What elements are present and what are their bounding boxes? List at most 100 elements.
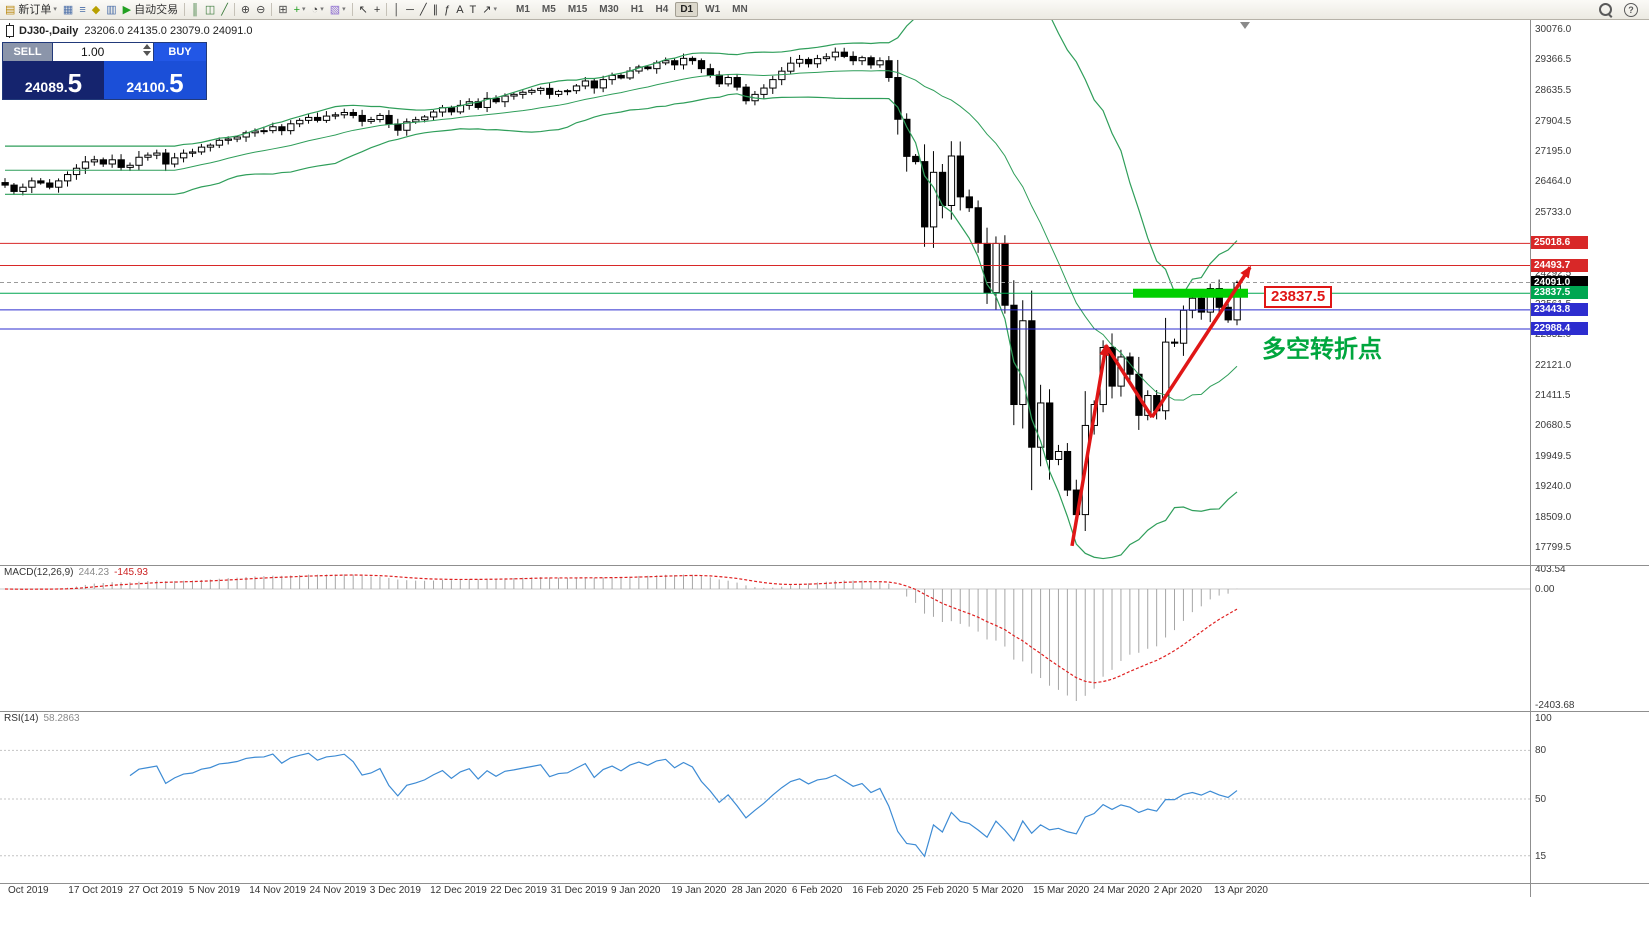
arrows-tool-button[interactable]: ↗ ▾ xyxy=(479,2,500,18)
price-scale-label: 30076.0 xyxy=(1535,24,1572,35)
timeframe-m5[interactable]: M5 xyxy=(541,4,556,15)
crosshair-button[interactable]: + xyxy=(371,2,383,18)
timeframe-h1[interactable]: H1 xyxy=(630,4,644,15)
sell-button[interactable]: SELL xyxy=(3,43,53,61)
zoom-out-button[interactable]: ⊖ xyxy=(253,2,268,18)
fibonacci-tool-button[interactable]: ƒ xyxy=(441,2,453,18)
buy-price-main: 24100. xyxy=(126,79,170,95)
timeframe-w1[interactable]: W1 xyxy=(705,4,721,15)
search-icon xyxy=(1599,3,1612,16)
time-axis-label: 5 Mar 2020 xyxy=(972,885,1024,896)
time-axis-label: 14 Nov 2019 xyxy=(249,885,306,896)
trend-arrow[interactable] xyxy=(1070,343,1110,547)
buy-price-pip: 5 xyxy=(169,68,184,98)
line-chart-button[interactable]: ╱ xyxy=(218,2,231,18)
toolbar-buttons: ▤ 新订单 ▾ ▦ ≡ ◆ ▥ ▶ 自动交易 ║ ◫ ╱ ⊕ ⊖ ⊞ + ▾ ◔ ▾ ▧ ▾ ↖ + │ ─ ╱ ∥ ƒ A T ↗ ▾ xyxy=(2,2,500,18)
chart-window[interactable]: DJ30-,Daily 23206.0 24135.0 23079.0 2409… xyxy=(0,20,1649,945)
time-axis[interactable]: Oct 2019 17 Oct 2019 27 Oct 2019 5 Nov 2019… xyxy=(0,885,1530,901)
bollinger-middle-band xyxy=(5,70,1238,401)
rsi-name: RSI(14) xyxy=(4,713,39,724)
search-button[interactable] xyxy=(1596,2,1615,18)
price-callout[interactable]: 23837.5 xyxy=(1264,286,1333,308)
toolbar-right: ? xyxy=(1596,2,1641,18)
cursor-button[interactable]: ↖ xyxy=(356,2,371,18)
bar-chart-button[interactable]: ║ xyxy=(188,2,202,18)
rsi-value: 58.2863 xyxy=(43,713,80,724)
timeframe-m1[interactable]: M1 xyxy=(516,4,530,15)
price-scale[interactable]: 30076.0 29366.5 28635.5 27904.5 27195.0 26464… xyxy=(1530,20,1649,897)
sell-price[interactable]: 24089. 5 xyxy=(3,61,104,99)
zoom-in-button[interactable]: ⊕ xyxy=(238,2,253,18)
candlestick-chart-button[interactable]: ◫ xyxy=(202,2,218,18)
price-chart[interactable] xyxy=(0,20,1530,565)
new-chart-button[interactable]: + ▾ xyxy=(291,2,309,18)
trendline-tool-button[interactable]: ╱ xyxy=(417,2,430,18)
time-axis-label: 13 Apr 2020 xyxy=(1214,885,1268,896)
timeframe-mn[interactable]: MN xyxy=(732,4,748,15)
tile-windows-icon: ⊞ xyxy=(278,3,288,16)
macd-axis-label: 0.00 xyxy=(1535,584,1555,595)
toolbar-separator xyxy=(271,3,273,16)
rsi-axis-label: 80 xyxy=(1535,745,1547,757)
candles xyxy=(1,47,1241,532)
arrows-tool-dropdown-icon: ▾ xyxy=(493,5,498,13)
help-button[interactable]: ? xyxy=(1621,2,1641,18)
time-axis-label: 16 Feb 2020 xyxy=(852,885,909,896)
text-tool-button[interactable]: A xyxy=(453,2,466,18)
chart-windows-button[interactable]: ▦ xyxy=(60,2,76,18)
macd-signal-line xyxy=(4,574,1238,684)
timeframe-m15[interactable]: M15 xyxy=(567,4,588,15)
trend-arrow[interactable] xyxy=(1150,265,1252,419)
autotrading-button[interactable]: ▶ 自动交易 xyxy=(120,2,181,18)
timeframe-d1[interactable]: D1 xyxy=(675,2,699,17)
volume-down-button[interactable] xyxy=(143,51,151,56)
price-scale-label: 25733.0 xyxy=(1535,207,1572,219)
macd-label: MACD(12,26,9) 244.23 -145.93 xyxy=(4,567,148,578)
macd-panel[interactable] xyxy=(0,566,1530,711)
rsi-line xyxy=(129,752,1238,858)
line-chart-icon: ╱ xyxy=(221,3,228,16)
rsi-panel[interactable] xyxy=(0,712,1530,883)
horizontal-line-tool-button[interactable]: ─ xyxy=(403,2,417,18)
label-tool-button[interactable]: T xyxy=(467,2,480,18)
market-watch-button[interactable]: ≡ xyxy=(76,2,88,18)
panel-separator[interactable] xyxy=(0,883,1649,884)
panel-separator[interactable] xyxy=(0,565,1649,566)
templates-button[interactable]: ▧ ▾ xyxy=(327,2,349,18)
price-tag: 25018.6 xyxy=(1531,236,1588,250)
help-icon: ? xyxy=(1624,2,1638,17)
toolbar-separator xyxy=(184,3,186,16)
trend-arrow[interactable] xyxy=(1104,344,1154,419)
turning-point-label[interactable]: 多空转折点 xyxy=(1262,336,1382,363)
price-tag: 24091.0 xyxy=(1531,275,1588,289)
sell-price-pip: 5 xyxy=(67,68,83,98)
navigator-button[interactable]: ◆ xyxy=(89,2,103,18)
volume-up-button[interactable] xyxy=(143,44,151,49)
timeframe-h4[interactable]: H4 xyxy=(655,4,669,15)
support-zone[interactable] xyxy=(1133,288,1248,298)
buy-price[interactable]: 24100. 5 xyxy=(104,61,206,99)
volume-value: 1.00 xyxy=(81,45,105,59)
time-axis-label: 24 Nov 2019 xyxy=(309,885,367,896)
macd-axis-label: 403.54 xyxy=(1535,564,1566,576)
channel-tool-button[interactable]: ∥ xyxy=(430,2,442,18)
timeframe-m30[interactable]: M30 xyxy=(599,4,619,15)
price-scale-label: 20680.5 xyxy=(1535,420,1572,432)
vertical-line-tool-button[interactable]: │ xyxy=(390,2,403,18)
buy-button[interactable]: BUY xyxy=(153,43,206,61)
new-chart-dropdown-icon: ▾ xyxy=(302,5,306,13)
time-axis-label: 6 Feb 2020 xyxy=(791,885,843,896)
price-scale-label: 21411.5 xyxy=(1535,389,1571,401)
chart-shift-marker[interactable] xyxy=(1240,22,1250,29)
autotrading-label: 自动交易 xyxy=(134,3,179,16)
symbol-header: DJ30-,Daily 23206.0 24135.0 23079.0 2409… xyxy=(6,23,253,38)
time-axis-label: 27 Oct 2019 xyxy=(128,885,184,896)
terminal-button[interactable]: ▥ xyxy=(103,2,119,18)
volume-input[interactable]: 1.00 xyxy=(53,43,153,61)
new-order-button[interactable]: ▤ 新订单 ▾ xyxy=(2,2,60,18)
fibonacci-tool-icon: ƒ xyxy=(444,3,451,16)
periods-button[interactable]: ◔ ▾ xyxy=(309,2,327,18)
macd-axis-label: -2403.68 xyxy=(1535,700,1575,712)
tile-windows-button[interactable]: ⊞ xyxy=(275,2,290,18)
panel-separator[interactable] xyxy=(0,711,1649,712)
